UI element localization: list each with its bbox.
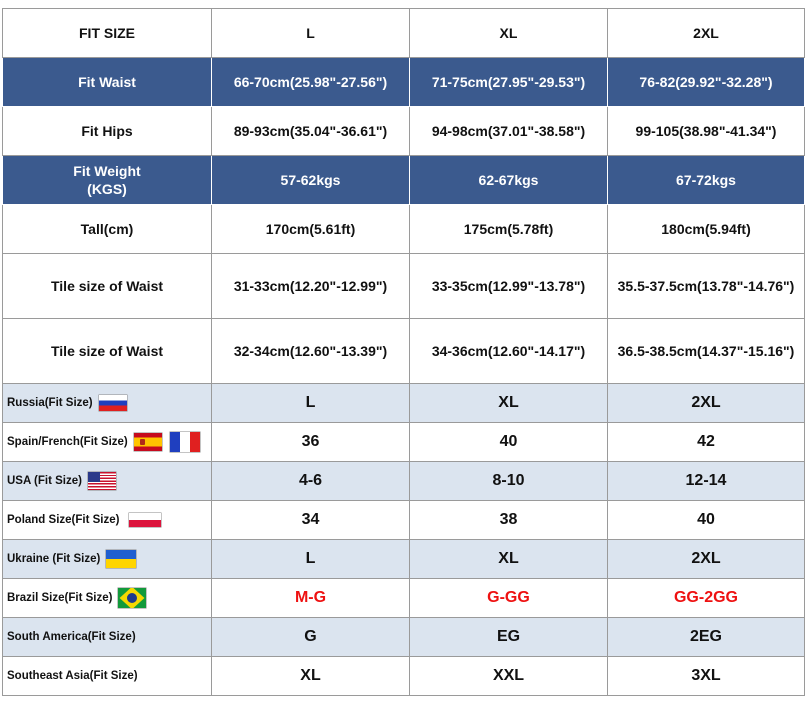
- spain-flag-icon: [133, 433, 162, 451]
- fit-hips-xl: 94-98cm(37.01"-38.58"): [409, 106, 608, 156]
- tile-waist-1-2xl: 35.5-37.5cm(13.78"-14.76"): [607, 253, 805, 319]
- region-label: Southeast Asia(Fit Size): [7, 670, 138, 682]
- russia-2xl: 2XL: [607, 383, 805, 423]
- region-label: Poland Size(Fit Size): [7, 514, 120, 527]
- header-cell-fit-size: FIT SIZE: [2, 8, 212, 58]
- poland-flag-icon: [129, 513, 162, 527]
- brazil-l: M-G: [211, 578, 410, 618]
- region-label: Russia(Fit Size): [7, 397, 93, 410]
- fit-waist-row: Fit Waist 66-70cm(25.98"-27.56") 71-75cm…: [2, 57, 805, 107]
- spain-french-2xl: 42: [607, 422, 805, 462]
- size-chart-table: FIT SIZE L XL 2XL Fit Waist 66-70cm(25.9…: [2, 8, 805, 696]
- region-label-cell: Spain/French(Fit Size): [2, 422, 212, 462]
- region-label-cell: Poland Size(Fit Size): [2, 500, 212, 540]
- poland-l: 34: [211, 500, 410, 540]
- row-label: Tall(cm): [2, 204, 212, 254]
- region-label-cell: Ukraine (Fit Size): [2, 539, 212, 579]
- fit-hips-2xl: 99-105(38.98"-41.34"): [607, 106, 805, 156]
- region-label-cell: Brazil Size(Fit Size): [2, 578, 212, 618]
- usa-l: 4-6: [211, 461, 410, 501]
- region-row-russia: Russia(Fit Size) L XL 2XL: [2, 383, 805, 423]
- region-label-cell: South America(Fit Size): [2, 617, 212, 657]
- row-label: Tile size of Waist: [2, 318, 212, 384]
- france-flag-icon: [169, 432, 200, 452]
- region-label: Ukraine (Fit Size): [7, 553, 101, 566]
- tile-waist-row-1: Tile size of Waist 31-33cm(12.20"-12.99"…: [2, 253, 805, 319]
- fit-hips-row: Fit Hips 89-93cm(35.04"-36.61") 94-98cm(…: [2, 106, 805, 156]
- row-label-line: Fit Weight: [73, 163, 141, 179]
- region-row-south-america: South America(Fit Size) G EG 2EG: [2, 617, 805, 657]
- fit-waist-xl: 71-75cm(27.95"-29.53"): [409, 57, 608, 107]
- fit-waist-2xl: 76-82(29.92"-32.28"): [607, 57, 805, 107]
- ukraine-l: L: [211, 539, 410, 579]
- tall-xl: 175cm(5.78ft): [409, 204, 608, 254]
- southeast-asia-l: XL: [211, 656, 410, 696]
- ukraine-xl: XL: [409, 539, 608, 579]
- region-label: Spain/French(Fit Size): [7, 436, 128, 449]
- usa-flag-icon: [87, 472, 116, 490]
- tile-waist-1-xl: 33-35cm(12.99"-13.78"): [409, 253, 608, 319]
- fit-weight-row: Fit Weight (KGS) 57-62kgs 62-67kgs 67-72…: [2, 155, 805, 205]
- header-cell-2xl: 2XL: [607, 8, 805, 58]
- region-label-cell: USA (Fit Size): [2, 461, 212, 501]
- fit-weight-l: 57-62kgs: [211, 155, 410, 205]
- row-label: Tile size of Waist: [2, 253, 212, 319]
- brazil-2xl: GG-2GG: [607, 578, 805, 618]
- russia-flag-icon: [98, 395, 127, 411]
- tile-waist-row-2: Tile size of Waist 32-34cm(12.60"-13.39"…: [2, 318, 805, 384]
- tile-waist-2-l: 32-34cm(12.60"-13.39"): [211, 318, 410, 384]
- southeast-asia-xl: XXL: [409, 656, 608, 696]
- tile-waist-2-xl: 34-36cm(12.60"-14.17"): [409, 318, 608, 384]
- region-row-poland: Poland Size(Fit Size) 34 38 40: [2, 500, 805, 540]
- south-america-2xl: 2EG: [607, 617, 805, 657]
- russia-xl: XL: [409, 383, 608, 423]
- region-row-usa: USA (Fit Size) 4-6 8-10 12-14: [2, 461, 805, 501]
- row-label-line: Tall(cm): [80, 221, 134, 237]
- brazil-xl: G-GG: [409, 578, 608, 618]
- fit-weight-2xl: 67-72kgs: [607, 155, 805, 205]
- row-label-line: Tile size of Waist: [50, 343, 164, 359]
- region-row-ukraine: Ukraine (Fit Size) L XL 2XL: [2, 539, 805, 579]
- row-label: Fit Hips: [2, 106, 212, 156]
- header-row: FIT SIZE L XL 2XL: [2, 8, 805, 58]
- south-america-xl: EG: [409, 617, 608, 657]
- tile-waist-1-l: 31-33cm(12.20"-12.99"): [211, 253, 410, 319]
- header-cell-xl: XL: [409, 8, 608, 58]
- spain-french-xl: 40: [409, 422, 608, 462]
- row-label-line: Fit Waist: [78, 74, 136, 90]
- row-label: Fit Weight (KGS): [2, 155, 212, 205]
- header-cell-l: L: [211, 8, 410, 58]
- tile-waist-2-2xl: 36.5-38.5cm(14.37"-15.16"): [607, 318, 805, 384]
- south-america-l: G: [211, 617, 410, 657]
- row-label-line: Fit Hips: [81, 123, 133, 139]
- row-label-line: Tile size of Waist: [50, 278, 164, 294]
- region-row-brazil: Brazil Size(Fit Size) M-G G-GG GG-2GG: [2, 578, 805, 618]
- poland-2xl: 40: [607, 500, 805, 540]
- russia-l: L: [211, 383, 410, 423]
- region-label-cell: Southeast Asia(Fit Size): [2, 656, 212, 696]
- tall-2xl: 180cm(5.94ft): [607, 204, 805, 254]
- region-label: USA (Fit Size): [7, 475, 82, 488]
- tall-row: Tall(cm) 170cm(5.61ft) 175cm(5.78ft) 180…: [2, 204, 805, 254]
- tall-l: 170cm(5.61ft): [211, 204, 410, 254]
- spain-french-l: 36: [211, 422, 410, 462]
- row-label-line: (KGS): [87, 181, 127, 197]
- usa-xl: 8-10: [409, 461, 608, 501]
- ukraine-flag-icon: [106, 550, 137, 568]
- region-label: South America(Fit Size): [7, 631, 136, 643]
- ukraine-2xl: 2XL: [607, 539, 805, 579]
- fit-hips-l: 89-93cm(35.04"-36.61"): [211, 106, 410, 156]
- region-label-cell: Russia(Fit Size): [2, 383, 212, 423]
- row-label: Fit Waist: [2, 57, 212, 107]
- region-row-southeast-asia: Southeast Asia(Fit Size) XL XXL 3XL: [2, 656, 805, 696]
- usa-2xl: 12-14: [607, 461, 805, 501]
- poland-xl: 38: [409, 500, 608, 540]
- southeast-asia-2xl: 3XL: [607, 656, 805, 696]
- brazil-flag-icon: [118, 588, 147, 608]
- region-row-spain-french: Spain/French(Fit Size) 36 40 42: [2, 422, 805, 462]
- region-label: Brazil Size(Fit Size): [7, 592, 113, 605]
- fit-weight-xl: 62-67kgs: [409, 155, 608, 205]
- fit-waist-l: 66-70cm(25.98"-27.56"): [211, 57, 410, 107]
